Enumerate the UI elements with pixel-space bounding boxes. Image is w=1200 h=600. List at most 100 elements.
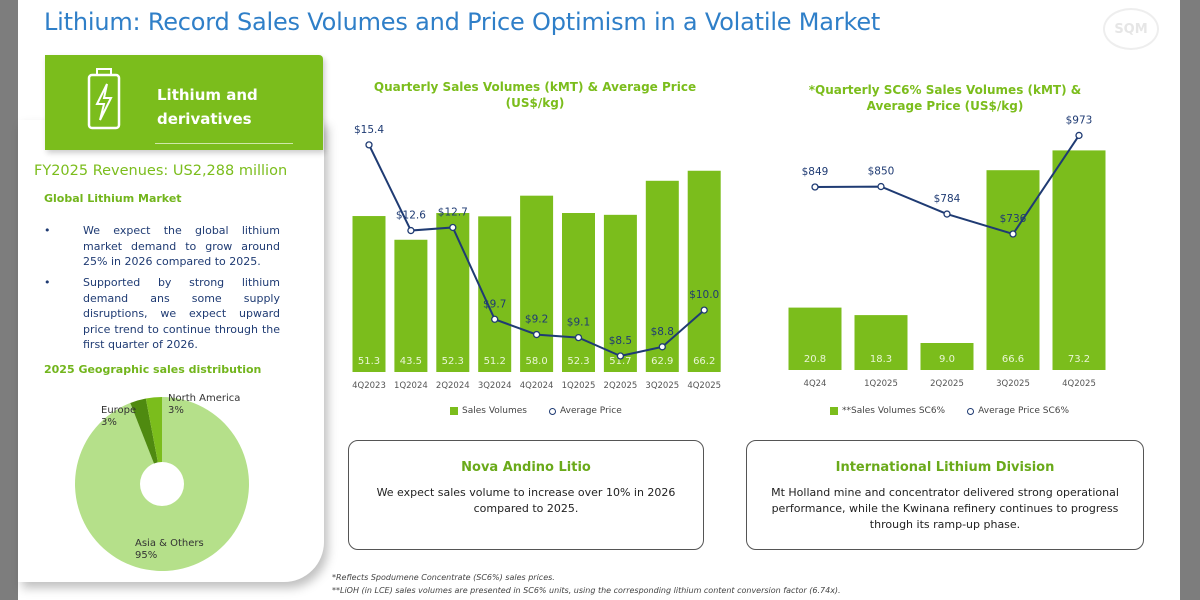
price-label: $12.6	[396, 210, 426, 222]
nova-andino-box: Nova Andino Litio We expect sales volume …	[348, 440, 704, 550]
bar-line-charts: 51.3 4Q2023 43.5 1Q2024 52.3 2Q2024 51.2 3Q2024…	[352, 114, 1106, 391]
price-label: $850	[868, 166, 895, 178]
bar	[788, 307, 842, 370]
price-label: $15.4	[354, 124, 384, 136]
price-label: $8.5	[609, 335, 632, 347]
bar-label: 66.6	[1002, 354, 1024, 365]
x-tick-label: 1Q2024	[394, 381, 428, 391]
divider	[155, 143, 293, 144]
price-label: $10.0	[689, 289, 719, 301]
x-tick-label: 2Q2024	[436, 381, 470, 391]
price-label: $9.7	[483, 298, 506, 310]
bar	[436, 213, 470, 372]
revenues: FY2025 Revenues: US2,288 million	[34, 163, 288, 179]
price-point	[877, 182, 885, 191]
chart1-legend: Sales Volumes Average Price	[450, 406, 622, 416]
bar-label: 18.3	[870, 354, 892, 365]
price-point	[1075, 131, 1083, 140]
price-point	[407, 226, 415, 235]
bar	[920, 343, 974, 370]
price-label: $784	[934, 193, 961, 205]
price-point	[658, 343, 666, 351]
bar	[854, 315, 908, 370]
price-label: $9.1	[567, 317, 590, 329]
bar	[352, 216, 386, 372]
international-box: International Lithium Division Mt Holland…	[746, 440, 1144, 550]
right-edge	[1180, 0, 1200, 600]
x-tick-label: 2Q2025	[604, 381, 638, 391]
bar	[394, 239, 428, 372]
bar-label: 52.3	[567, 356, 589, 367]
bar-label: 51.7	[609, 356, 631, 367]
price-point	[532, 330, 541, 339]
bar-label: 51.2	[484, 356, 506, 367]
x-tick-label: 4Q2024	[520, 381, 554, 391]
price-point	[811, 183, 819, 191]
price-point	[700, 306, 708, 314]
bar	[1052, 150, 1106, 370]
footnote-2: **LiOH (in LCE) sales volumes are presen…	[332, 586, 841, 595]
pie-label-europe: Europe 3%	[101, 405, 137, 428]
price-label: $12.7	[438, 206, 468, 218]
sqm-logo: SQM	[1103, 8, 1159, 50]
bar	[603, 214, 637, 372]
x-tick-label: 3Q2025	[645, 381, 679, 391]
price-label: $8.8	[651, 326, 674, 338]
legend-line-marker	[548, 407, 556, 415]
bar	[986, 170, 1040, 370]
pie-hole	[140, 462, 184, 506]
pie-label-north-america: North America 3%	[168, 393, 241, 416]
price-point	[365, 141, 373, 149]
chart1-title: Quarterly Sales Volumes (kMT) & Average …	[373, 80, 697, 110]
pie-chart	[74, 397, 249, 572]
bar-label: 9.0	[939, 354, 955, 365]
footnote-1: *Reflects Spodumene Concentrate (SC6%) s…	[332, 573, 555, 582]
bar-label: 66.2	[693, 356, 715, 367]
market-title: Global Lithium Market	[44, 192, 182, 205]
panel-header: Lithium and derivatives	[45, 55, 323, 150]
x-tick-label: 1Q2025	[562, 381, 596, 391]
left-edge	[0, 0, 18, 600]
x-tick-label: 3Q2024	[478, 381, 512, 391]
price-label: $9.2	[525, 314, 548, 326]
bar-label: 20.8	[804, 354, 826, 365]
pie-slice-europe	[130, 398, 162, 484]
bar	[520, 195, 554, 372]
chart2-legend: **Sales Volumes SC6% Average Price SC6%	[830, 406, 1069, 416]
price-point	[943, 210, 951, 218]
bar-label: 43.5	[400, 356, 422, 367]
x-tick-label: 2Q2025	[930, 379, 964, 389]
x-tick-label: 4Q24	[804, 379, 827, 389]
pie-slice-north-america	[145, 397, 162, 484]
dist-title: 2025 Geographic sales distribution	[44, 363, 262, 376]
panel-header-label: Lithium and derivatives	[157, 86, 258, 128]
bar-label: 51.3	[358, 356, 380, 367]
legend-bar-swatch	[450, 407, 458, 415]
price-point	[449, 223, 457, 232]
price-point	[616, 352, 625, 360]
bar-label: 58.0	[525, 356, 547, 367]
bar-label: 62.9	[651, 356, 673, 367]
bar	[645, 180, 679, 372]
bar-label: 73.2	[1068, 354, 1090, 365]
bullet-1: • We expect the global lithium market dem…	[44, 224, 280, 268]
page-title: Lithium: Record Sales Volumes and Price …	[44, 8, 881, 36]
price-point	[1009, 230, 1017, 238]
bar	[562, 213, 595, 372]
legend-bar-swatch	[830, 407, 838, 415]
bullet-2: • Supported by strong lithium demand ans …	[44, 276, 280, 351]
price-label: $849	[802, 166, 829, 178]
pie-label-asia: Asia & Others 95%	[135, 538, 204, 561]
x-tick-label: 3Q2025	[996, 379, 1030, 389]
x-tick-label: 4Q2025	[1062, 379, 1096, 389]
chart2-title: *Quarterly SC6% Sales Volumes (kMT) & Av…	[808, 83, 1082, 113]
x-tick-label: 4Q2025	[687, 381, 721, 391]
battery-bolt-icon	[87, 68, 121, 130]
price-point	[491, 315, 499, 323]
legend-line-marker	[967, 407, 975, 415]
price-label: $973	[1066, 114, 1093, 126]
bar	[687, 170, 721, 372]
x-tick-label: 1Q2025	[864, 379, 898, 389]
x-tick-label: 4Q2023	[352, 381, 386, 391]
price-point	[574, 333, 583, 342]
